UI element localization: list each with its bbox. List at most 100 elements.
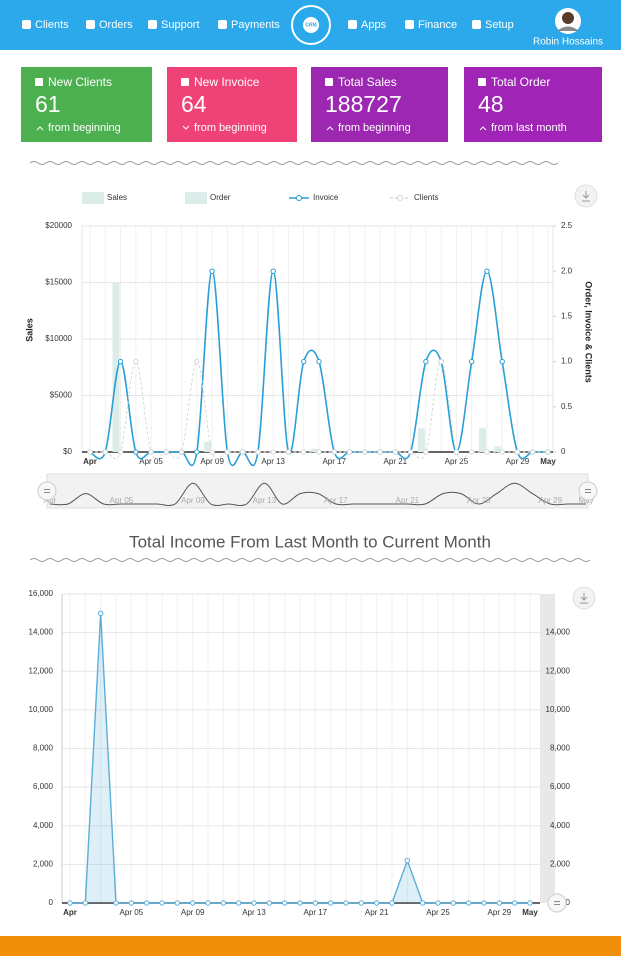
card-bg	[464, 67, 602, 142]
card-value: 188727	[325, 91, 402, 117]
y2-tick-label: 2.5	[561, 221, 573, 230]
y-tick-label: $0	[63, 447, 72, 456]
nav-item[interactable]: Apps	[361, 19, 387, 31]
point	[358, 900, 365, 906]
point	[465, 900, 472, 906]
y2-tick-label: 0	[566, 898, 571, 907]
y2-tick-label: 2,000	[550, 859, 571, 868]
navigator-label: Apr 29	[538, 496, 562, 505]
x-tick-label: Apr 21	[384, 457, 408, 466]
logo-core	[303, 17, 319, 33]
nav-item[interactable]: Payments	[231, 19, 280, 31]
point	[468, 449, 475, 455]
point	[453, 449, 460, 455]
card-icon	[478, 78, 486, 86]
point	[163, 449, 170, 455]
point	[128, 900, 135, 906]
card-value: 48	[478, 91, 504, 117]
card-title: New Clients	[48, 75, 112, 89]
nav-item[interactable]: Orders	[99, 19, 133, 31]
point	[404, 857, 411, 864]
point	[511, 900, 518, 906]
point	[301, 449, 307, 455]
point	[484, 449, 490, 455]
navigator-handle[interactable]	[578, 481, 598, 501]
point	[133, 358, 139, 365]
point	[316, 358, 322, 365]
point	[438, 358, 444, 365]
point	[117, 358, 124, 365]
point	[178, 449, 185, 455]
point	[117, 449, 124, 455]
nav-icon	[348, 20, 357, 29]
y-tick-label: 2,000	[33, 859, 54, 868]
point	[285, 449, 292, 455]
point	[362, 449, 368, 455]
navigator-label: Apr 21	[396, 496, 420, 505]
bar	[204, 441, 212, 452]
x-tick-label: Apr 13	[242, 908, 266, 917]
x-tick-label: Apr 17	[304, 908, 328, 917]
avatar-body	[557, 26, 579, 31]
point	[423, 449, 429, 455]
point	[297, 900, 303, 906]
y2-tick-label: 0	[561, 447, 566, 456]
point	[255, 449, 261, 455]
point	[189, 900, 196, 906]
legend-label: Clients	[414, 193, 438, 202]
navigator-handle[interactable]	[37, 481, 57, 501]
nav-icon	[472, 20, 481, 29]
navigator-label: Apr 17	[324, 496, 348, 505]
x-tick-label: Apr 29	[488, 908, 512, 917]
y2-tick-label: 14,000	[546, 628, 571, 637]
user-name[interactable]: Robin Hossains	[533, 37, 603, 48]
y-tick-label: 12,000	[29, 666, 54, 675]
y-tick-label: $20000	[45, 221, 72, 230]
y2-tick-label: 0.5	[561, 402, 573, 411]
point	[312, 900, 319, 906]
y-tick-label: 8,000	[33, 744, 54, 753]
navigator-label: Apr 09	[181, 496, 205, 505]
card-caret	[36, 126, 44, 131]
navigator-label: Apr 25	[467, 496, 491, 505]
nav-item[interactable]: Support	[161, 19, 200, 31]
chart-title: Total Income From Last Month to Current …	[129, 532, 491, 551]
nav-icon	[22, 20, 31, 29]
nav-item[interactable]: Clients	[35, 19, 69, 31]
nav-item[interactable]: Finance	[418, 19, 457, 31]
card-caret	[182, 125, 190, 130]
y2-axis-title: Order, Invoice & Clients	[584, 281, 594, 383]
navigator-label: Apr 05	[110, 496, 134, 505]
point	[67, 900, 73, 906]
navigator-handle[interactable]	[547, 893, 567, 913]
download-button[interactable]	[574, 184, 598, 208]
legend-swatch	[82, 192, 104, 204]
point	[270, 268, 276, 274]
point	[450, 900, 457, 906]
card-icon	[325, 78, 333, 86]
bar	[494, 446, 502, 452]
point	[82, 900, 89, 906]
x-tick-label: Apr 25	[445, 457, 469, 466]
handle-grip	[585, 489, 591, 493]
bar	[112, 282, 120, 452]
point	[407, 449, 414, 455]
y2-band	[540, 594, 555, 903]
y2-tick-label: 8,000	[550, 744, 571, 753]
navigator-line	[49, 482, 586, 507]
nav-item[interactable]: Setup	[485, 19, 514, 31]
handle-grip	[554, 901, 560, 905]
point	[209, 449, 215, 455]
point	[209, 268, 215, 274]
y2-tick-label: 12,000	[546, 666, 571, 675]
x-tick-label: Apr 05	[120, 908, 144, 917]
card-icon	[35, 78, 43, 86]
point	[113, 900, 119, 906]
legend-marker	[397, 195, 403, 201]
point	[281, 900, 288, 906]
point	[530, 449, 536, 455]
point	[194, 358, 200, 365]
download-button[interactable]	[572, 586, 596, 610]
